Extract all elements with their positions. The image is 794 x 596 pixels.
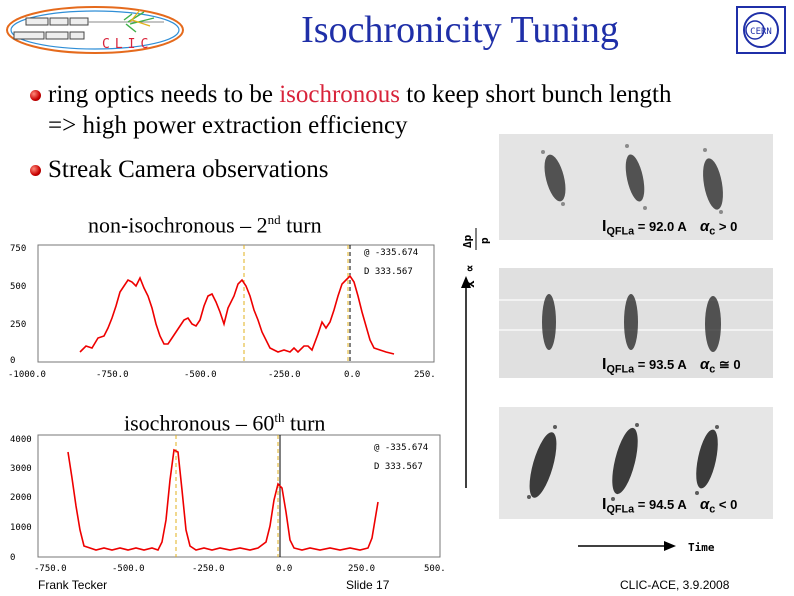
x-tick: 0.0 [276, 564, 292, 574]
bullet-dot [30, 90, 41, 101]
current-sub: QFLa [606, 503, 635, 516]
footer-slide: Slide 17 [346, 578, 390, 592]
streak-panel-2 [499, 268, 773, 378]
y-tick: 4000 [10, 435, 32, 445]
footer-author: Frank Tecker [38, 578, 108, 592]
y-tick: 500 [10, 282, 26, 292]
y-tick: 250 [10, 320, 26, 330]
current-value: = 92.0 A [637, 219, 687, 234]
time-axis: Time [576, 536, 726, 556]
alpha-sub: c [709, 503, 716, 516]
streak-label-3: IQFLa = 94.5 A αc < 0 [602, 496, 737, 516]
axis-dp: Δp [461, 234, 474, 248]
caption-text: isochronous – 60 [124, 410, 275, 436]
time-label: Time [688, 541, 715, 554]
current-prefix: I [602, 218, 607, 235]
x-tick: -250.0 [268, 370, 301, 380]
plot1-readout-1: @ -335.674 [364, 248, 418, 258]
current-prefix: I [602, 496, 607, 513]
caption-text: turn [280, 212, 322, 238]
bullet-text-line2: => high power extraction efficiency [48, 112, 408, 139]
alpha-symbol: α [699, 356, 710, 373]
cern-logo-text: CERN [750, 27, 772, 37]
plot1-caption: non-isochronous – 2nd turn [88, 212, 322, 238]
y-tick: 0 [10, 356, 15, 366]
caption-text: non-isochronous – 2 [88, 212, 268, 238]
plot2-readout-1: @ -335.674 [374, 443, 428, 453]
x-tick: -250.0 [192, 564, 225, 574]
caption-sup: th [274, 410, 285, 425]
bullet-isochronous: ring optics needs to be isochronous to k… [48, 79, 768, 141]
axis-p: p [478, 237, 491, 244]
caption-text: turn [284, 410, 326, 436]
x-tick: 500. [424, 564, 446, 574]
cern-logo: CERN [736, 6, 786, 54]
current-sub: QFLa [606, 225, 635, 238]
bullet-text: to keep short bunch length [400, 81, 672, 108]
alpha-relation: ≅ 0 [718, 357, 741, 372]
page-title: Isochronicity Tuning [301, 9, 619, 51]
y-tick: 3000 [10, 464, 32, 474]
x-tick: 0.0 [344, 370, 360, 380]
x-tick: -750.0 [34, 564, 67, 574]
x-tick: 250. [414, 370, 436, 380]
footer-event: CLIC-ACE, 3.9.2008 [620, 578, 730, 592]
y-tick: 750 [10, 244, 26, 254]
alpha-symbol: α [699, 496, 710, 513]
x-tick: -1000.0 [8, 370, 46, 380]
current-sub: QFLa [606, 363, 635, 376]
alpha-symbol: α [699, 218, 710, 235]
streak-panel-1 [499, 134, 773, 240]
bullet-dot [30, 165, 41, 176]
y-tick: 0 [10, 553, 15, 563]
alpha-relation: > 0 [718, 219, 738, 234]
current-value: = 94.5 A [637, 497, 687, 512]
plot2-caption: isochronous – 60th turn [124, 410, 325, 436]
alpha-sub: c [709, 225, 716, 238]
y-tick: 2000 [10, 493, 32, 503]
alpha-sub: c [709, 363, 716, 376]
plot-non-isochronous: 750 500 250 0 -1000.0 -750.0 -500.0 -250… [4, 240, 440, 382]
y-tick: 1000 [10, 523, 32, 533]
plot1-readout-2: D 333.567 [364, 267, 413, 277]
current-value: = 93.5 A [637, 357, 687, 372]
momentum-axis: x ∝ Δp p [452, 188, 492, 518]
x-tick: -500.0 [112, 564, 145, 574]
plot2-readout-2: D 333.567 [374, 462, 423, 472]
bullet-text: ring optics needs to be [48, 81, 280, 108]
streak-panel-3 [499, 407, 773, 519]
caption-sup: nd [267, 212, 281, 227]
clic-logo-text: CLIC [102, 37, 153, 52]
alpha-relation: < 0 [718, 497, 738, 512]
x-tick: 250.0 [348, 564, 375, 574]
clic-logo: CLIC [4, 4, 186, 56]
current-prefix: I [602, 356, 607, 373]
streak-label-1: IQFLa = 92.0 A αc > 0 [602, 218, 737, 238]
bullet-streak-camera: Streak Camera observations [48, 156, 329, 183]
x-tick: -750.0 [96, 370, 129, 380]
plot-isochronous: 4000 3000 2000 1000 0 -750.0 -500.0 -250… [4, 430, 448, 576]
x-tick: -500.0 [184, 370, 217, 380]
streak-label-2: IQFLa = 93.5 A αc ≅ 0 [602, 356, 741, 376]
highlight-isochronous: isochronous [279, 81, 401, 108]
